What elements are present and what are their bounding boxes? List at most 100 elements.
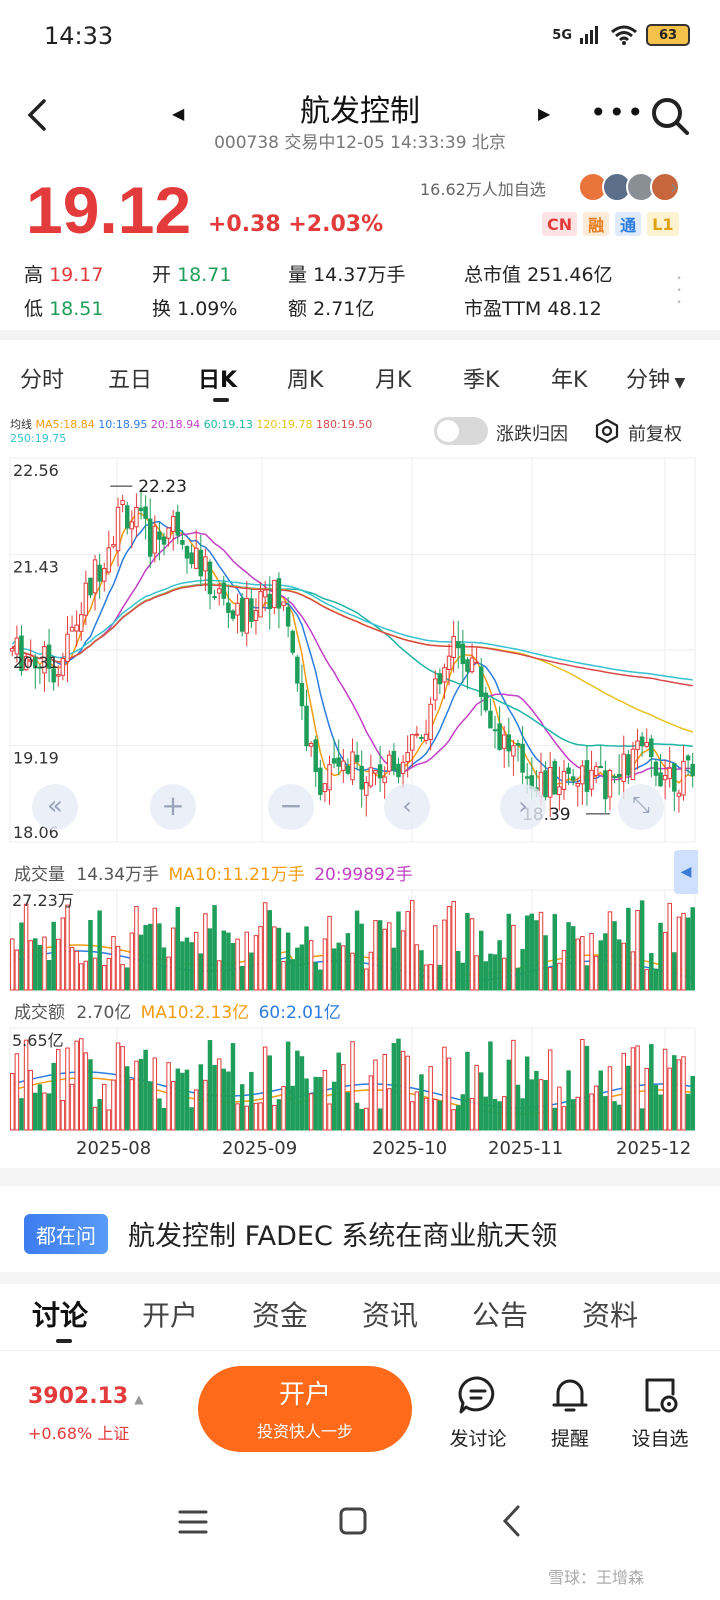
tab-weekly-k[interactable]: 周K: [287, 368, 324, 393]
amount-bar: [616, 1104, 622, 1131]
amount-max-label: 5.65亿: [12, 1031, 64, 1050]
amount-bar: [331, 1081, 337, 1131]
volume-bar: [216, 960, 222, 991]
home-icon[interactable]: [338, 1506, 368, 1536]
tab-funds[interactable]: 资金: [252, 1299, 309, 1332]
tab-monthly-k[interactable]: 月K: [375, 368, 412, 393]
fullscreen-button[interactable]: ⤡: [618, 784, 664, 830]
volume-bar: [547, 967, 553, 991]
next-stock-icon[interactable]: ▶: [538, 104, 551, 123]
volume-bar: [685, 917, 691, 991]
tab-quarterly-k[interactable]: 季K: [463, 368, 500, 393]
amount-bar: [529, 1079, 535, 1131]
tab-announcements[interactable]: 公告: [472, 1299, 529, 1332]
volume-bar: [272, 926, 277, 991]
chevron-right-icon[interactable]: ›: [670, 175, 678, 199]
add-watchlist-button[interactable]: 设自选: [620, 1374, 700, 1451]
candle-body: [327, 764, 332, 791]
amount-bar: [497, 1101, 502, 1131]
volume-bar: [304, 926, 309, 991]
candle-body: [207, 561, 213, 595]
amount-bar: [216, 1058, 222, 1131]
volume-bar: [368, 951, 374, 991]
candle-body: [373, 770, 378, 774]
post-discussion-button[interactable]: 发讨论: [438, 1374, 518, 1451]
tab-five-day[interactable]: 五日: [108, 368, 153, 393]
scroll-left-button[interactable]: ‹: [384, 784, 430, 830]
adjust-icon[interactable]: [594, 418, 620, 444]
tab-minute[interactable]: 分钟 ▼: [626, 362, 685, 394]
back-icon[interactable]: [22, 95, 52, 135]
volume-bar: [203, 913, 208, 991]
tab-profile[interactable]: 资料: [582, 1299, 639, 1332]
amount-bar: [566, 1070, 571, 1131]
candle-body: [474, 661, 479, 664]
open-account-button[interactable]: 开户 投资快人一步: [198, 1366, 412, 1452]
scroll-right-button[interactable]: ›: [500, 784, 546, 830]
amount-bar: [442, 1046, 447, 1131]
volume-bar: [111, 936, 116, 991]
amount-bar: [161, 1107, 167, 1131]
volume-bars: [10, 900, 695, 991]
follower-count[interactable]: 16.62万人加自选: [420, 180, 546, 199]
side-panel-tab[interactable]: ◀: [674, 850, 698, 894]
candle-body: [115, 506, 121, 552]
search-icon[interactable]: [650, 96, 690, 136]
amount-bar: [584, 1045, 590, 1131]
candle-body: [134, 507, 139, 528]
tab-news[interactable]: 资讯: [362, 1299, 419, 1332]
stat-label: 换: [152, 298, 172, 320]
volume-bar: [124, 967, 130, 991]
candle-body: [451, 635, 456, 658]
follower-avatars[interactable]: [578, 172, 680, 202]
amount-bar: [198, 1064, 204, 1131]
index-value[interactable]: 3902.13 ▲: [28, 1384, 143, 1409]
amount-bar: [189, 1107, 194, 1131]
ask-question[interactable]: 航发控制 FADEC 系统在商业航天领: [128, 1221, 558, 1252]
kline-chart[interactable]: 22.5621.4320.3119.1918.0622.2318.3927.23…: [0, 450, 720, 1170]
volume-bar: [60, 917, 66, 991]
candle-body: [51, 668, 56, 683]
amount-bar: [607, 1066, 613, 1131]
candle-body: [387, 754, 392, 772]
more-stats-icon[interactable]: · · ·: [676, 266, 683, 314]
shrink-button[interactable]: −: [268, 784, 314, 830]
amount-bar: [492, 1099, 498, 1131]
wifi-icon: [611, 25, 637, 45]
tab-daily-k[interactable]: 日K: [198, 368, 238, 393]
volume-bar: [423, 964, 429, 991]
x-label: 2025-11: [488, 1138, 564, 1159]
volume-bar: [373, 920, 378, 991]
divider: [0, 1350, 720, 1351]
adjust-label[interactable]: 前复权: [628, 424, 682, 445]
amount-bar: [534, 1070, 539, 1131]
candle-body: [46, 644, 52, 669]
candle-body: [111, 543, 116, 547]
zoom-out-button[interactable]: «: [32, 784, 78, 830]
alert-button[interactable]: 提醒: [530, 1374, 610, 1451]
menu-icon[interactable]: [178, 1508, 208, 1536]
candle-body: [258, 591, 263, 618]
prev-stock-icon[interactable]: ◀: [172, 104, 185, 123]
candle-body: [414, 733, 420, 736]
amount-bar: [134, 1060, 139, 1131]
tab-discussion[interactable]: 讨论: [32, 1299, 89, 1332]
nav-back-icon[interactable]: [500, 1504, 524, 1538]
amount-bars: [10, 1038, 695, 1131]
amount-bar: [83, 1052, 89, 1131]
tab-yearly-k[interactable]: 年K: [551, 368, 588, 393]
volume-bar: [166, 956, 171, 991]
candle-body: [428, 703, 433, 740]
y-tick-label: 22.56: [13, 461, 59, 480]
page-subtitle: 000738 交易中12-05 14:33:39 北京: [214, 133, 506, 153]
amount-bar: [313, 1076, 318, 1131]
tab-intraday[interactable]: 分时: [20, 368, 65, 393]
zoom-in-button[interactable]: +: [150, 784, 196, 830]
more-icon[interactable]: •••: [590, 96, 646, 129]
ma250-line: [11, 579, 693, 681]
volume-bar: [483, 961, 489, 991]
tab-open-account[interactable]: 开户: [142, 1299, 199, 1332]
volume-bar: [364, 968, 369, 991]
amount-bar: [37, 1084, 43, 1131]
volume-bar: [189, 942, 194, 991]
